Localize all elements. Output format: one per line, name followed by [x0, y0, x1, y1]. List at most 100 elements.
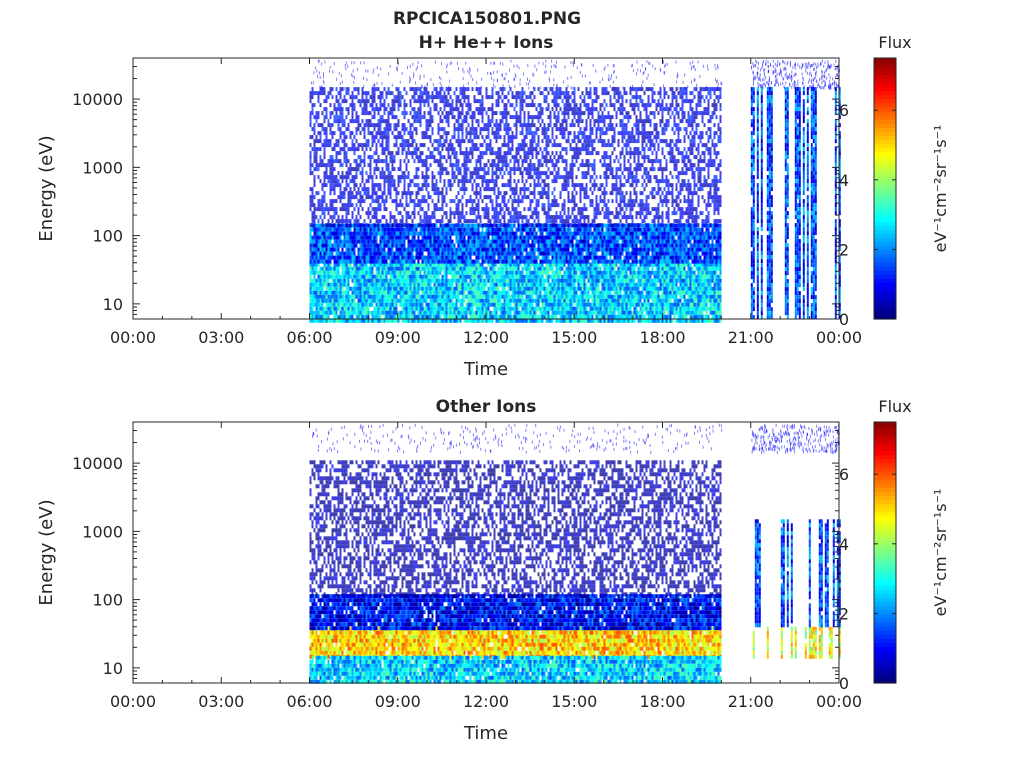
spectrogram-cell: [457, 318, 460, 323]
spectrogram-cell: [695, 306, 698, 311]
spectrogram-cell: [473, 318, 476, 323]
spectrogram-cell: [637, 286, 640, 291]
spectrogram-cell: [335, 314, 338, 319]
spectrogram-cell: [319, 270, 322, 275]
spectrogram-cell: [349, 243, 352, 248]
spectrogram-cell: [711, 294, 714, 299]
spectrogram-cell: [577, 251, 580, 256]
spectrogram-cell: [633, 251, 636, 256]
spectrogram-cell: [557, 231, 560, 236]
spectrogram-cell: [309, 227, 312, 232]
spectrogram-cell: [443, 223, 446, 228]
spectrogram-cell: [525, 231, 528, 236]
spectrogram-cell: [363, 294, 366, 299]
spectrogram-cell: [465, 255, 468, 260]
spectrogram-cell: [333, 274, 336, 279]
spectrogram-cell: [395, 294, 398, 299]
spectrogram-cell: [331, 231, 334, 236]
spectrogram-cell: [339, 227, 342, 232]
spectrogram-cell: [637, 266, 640, 271]
spectrogram-cell: [415, 306, 418, 311]
spectrogram-cell: [395, 290, 398, 295]
spectrogram-cell: [489, 294, 492, 299]
spectrogram-cell: [383, 290, 386, 295]
spectrogram-cell: [667, 294, 670, 299]
spectrogram-cell: [387, 290, 390, 295]
spectrogram-cell: [553, 259, 556, 264]
spectrogram-cell: [317, 147, 320, 152]
spectrogram-cell: [675, 262, 678, 267]
spectrogram-cell: [623, 306, 626, 311]
spectrogram-cell: [417, 318, 420, 323]
spectrogram-cell: [325, 259, 328, 264]
spectrogram-cell: [501, 286, 504, 291]
spectrogram-cell: [311, 302, 314, 307]
spectrogram-cell: [451, 314, 454, 319]
spectrogram-cell: [425, 282, 428, 287]
spectrogram-cell: [639, 251, 642, 256]
spectrogram-cell: [481, 282, 484, 287]
spectrogram-cell: [565, 235, 568, 240]
spectrogram-cell: [563, 302, 566, 307]
spectrogram-cell: [639, 227, 642, 232]
spectrogram-cell: [471, 239, 474, 244]
spectrogram-cell: [531, 235, 534, 240]
spectrogram-cell: [659, 266, 662, 271]
spectrogram-cell: [505, 270, 508, 275]
spectrogram-cell: [427, 227, 430, 232]
spectrogram-cell: [387, 294, 390, 299]
spectrogram-cell: [509, 310, 512, 315]
spectrogram-cell: [697, 239, 700, 244]
spectrogram-cell: [525, 262, 528, 267]
spectrogram-cell: [707, 270, 710, 275]
spectrogram-cell: [345, 286, 348, 291]
spectrogram-cell: [469, 294, 472, 299]
spectrogram-cell: [385, 310, 388, 315]
spectrogram-cell: [573, 298, 576, 303]
spectrogram-cell: [335, 298, 338, 303]
spectrogram-cell: [371, 282, 374, 287]
spectrogram-cell: [569, 278, 572, 283]
spectrogram-cell: [585, 262, 588, 267]
spectrogram-cell: [495, 262, 498, 267]
spectrogram-cell: [687, 294, 690, 299]
spectrogram-cell: [353, 243, 356, 248]
spectrogram-cell: [535, 231, 538, 236]
spectrogram-cell: [413, 278, 416, 283]
spectrogram-cell: [527, 318, 530, 323]
spectrogram-cell: [613, 314, 616, 319]
spectrogram-cell: [321, 290, 324, 295]
spectrogram-cell: [421, 298, 424, 303]
spectrogram-cell: [405, 270, 408, 275]
spectrogram-cell: [375, 274, 378, 279]
spectrogram-cell: [333, 262, 336, 267]
spectrogram-cell: [467, 270, 470, 275]
spectrogram-cell: [501, 243, 504, 248]
spectrogram-cell: [339, 282, 342, 287]
spectrogram-cell: [457, 270, 460, 275]
spectrogram-cell: [525, 294, 528, 299]
spectrogram-cell: [483, 306, 486, 311]
spectrogram-cell: [399, 270, 402, 275]
spectrogram-cell: [417, 270, 420, 275]
spectrogram-cell: [523, 310, 526, 315]
spectrogram-cell: [461, 282, 464, 287]
spectrogram-cell: [475, 298, 478, 303]
spectrogram-cell: [631, 239, 634, 244]
spectrogram-cell: [505, 227, 508, 232]
spectrogram-cell: [689, 227, 692, 232]
spectrogram-cell: [621, 286, 624, 291]
spectrogram-cell: [315, 262, 318, 267]
spectrogram-cell: [489, 262, 492, 267]
spectrogram-cell: [719, 239, 722, 244]
spectrogram-cell: [719, 314, 722, 319]
spectrogram-cell: [481, 243, 484, 248]
spectrogram-cell: [429, 314, 432, 319]
spectrogram-cell: [567, 259, 570, 264]
spectrogram-cell: [677, 286, 680, 291]
spectrogram-cell: [361, 231, 364, 236]
spectrogram-cell: [677, 314, 680, 319]
spectrogram-cell: [399, 235, 402, 240]
spectrogram-cell: [381, 239, 384, 244]
